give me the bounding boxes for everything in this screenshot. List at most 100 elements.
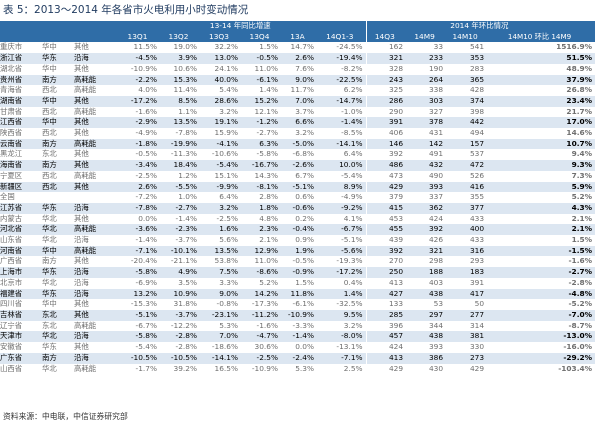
value-cell: -13.1%	[317, 342, 367, 353]
value-cell: 6.3%	[241, 138, 281, 150]
value-cell: 270	[365, 256, 407, 268]
province-cell: 全国	[0, 192, 42, 203]
value-cell: 5.9%	[487, 181, 595, 193]
value-cell: -4.7%	[241, 331, 281, 343]
value-cell: 133	[365, 299, 407, 310]
value-cell: 7.0%	[200, 331, 241, 343]
value-cell: 146	[365, 138, 407, 150]
value-cell: 50	[446, 299, 488, 310]
value-cell: 9.4%	[487, 149, 595, 161]
table-row: 广东省 南方 沿海 -10.5% -10.5% -14.1% -2.5% -2.4% -7.1%…	[0, 352, 595, 364]
province-cell: 黑龙江	[0, 149, 42, 161]
value-cell: 416	[446, 181, 488, 193]
value-cell: -8.6%	[241, 267, 281, 278]
value-cell: 290	[365, 106, 407, 118]
value-cell: -6.7%	[118, 320, 160, 332]
value-cell: 0.0%	[281, 342, 317, 353]
value-cell: 8.5%	[160, 95, 200, 107]
value-cell: 473	[365, 170, 407, 182]
column-header: 14Q1-3	[317, 31, 367, 43]
province-cell: 天津市	[0, 331, 42, 343]
value-cell: 243	[365, 74, 407, 86]
table-row: 天津市 华北 沿海 -5.8% -2.8% 7.0% -4.7% -1.4% -8.0% 457 4…	[0, 331, 595, 343]
value-cell: -8.7%	[487, 320, 595, 332]
value-cell: 14.2%	[241, 288, 281, 300]
value-cell: -2.7%	[160, 202, 200, 214]
value-cell: 442	[446, 117, 488, 129]
value-cell: -16.0%	[487, 342, 595, 353]
value-cell: 10.9%	[160, 288, 200, 300]
column-header	[0, 31, 42, 43]
value-cell: 2.5%	[317, 363, 367, 375]
value-cell: -13.0%	[487, 331, 595, 343]
group-header-mom: 2014 年环比情况	[365, 21, 595, 32]
value-cell: -0.5%	[241, 53, 281, 64]
value-cell: -6.8%	[281, 149, 317, 161]
value-cell: 424	[365, 342, 407, 353]
table-row: 甘肃省 西北 高耗能 -1.6% 1.1% 3.2% 12.1% 3.7% -1.0% 290 32…	[0, 106, 595, 118]
value-cell: 1.6%	[200, 224, 241, 236]
category-cell: 沿海	[74, 267, 118, 278]
province-cell: 江苏省	[0, 202, 42, 214]
value-cell: 428	[446, 85, 488, 96]
value-cell: -5.5%	[160, 181, 200, 193]
value-cell: 0.6%	[281, 192, 317, 203]
category-cell: 沿海	[74, 202, 118, 214]
value-cell: 3.5%	[160, 277, 200, 289]
region-cell: 南方	[42, 352, 74, 364]
value-cell: 28.6%	[200, 95, 241, 107]
value-cell: -1.2%	[241, 117, 281, 129]
value-cell: 23.4%	[487, 95, 595, 107]
region-cell: 华中	[42, 245, 74, 257]
value-cell: -2.3%	[160, 224, 200, 236]
value-cell: -5.8%	[118, 331, 160, 343]
value-cell: 10.0%	[317, 160, 367, 171]
category-cell: 高耗能	[74, 170, 118, 182]
value-cell: -3.3%	[281, 320, 317, 332]
value-cell: 3.9%	[160, 53, 200, 64]
category-cell: 高耗能	[74, 106, 118, 118]
value-cell: 11.7%	[281, 85, 317, 96]
value-cell: 392	[406, 224, 447, 236]
source-note: 资料来源：中电联，中信证券研究部	[3, 412, 128, 421]
value-cell: -4.8%	[487, 288, 595, 300]
value-cell: -5.2%	[487, 299, 595, 310]
value-cell: -0.5%	[118, 149, 160, 161]
column-header: 13Q1	[118, 31, 160, 43]
value-cell: 417	[446, 288, 488, 300]
value-cell: -6.1%	[241, 74, 281, 86]
category-cell: 其他	[74, 256, 118, 268]
category-cell: 其他	[74, 117, 118, 129]
value-cell: -22.5%	[317, 74, 367, 86]
value-cell: 7.3%	[487, 170, 595, 182]
column-header: 14M10	[446, 31, 488, 43]
region-cell	[42, 192, 74, 203]
value-cell: 321	[406, 245, 447, 257]
category-cell: 其他	[74, 309, 118, 321]
value-cell: -5.8%	[241, 149, 281, 161]
group-header-yoy: 13-14 年同比增速	[118, 21, 367, 32]
value-cell: 4.9%	[160, 267, 200, 278]
value-cell: 6.4%	[200, 192, 241, 203]
value-cell: -17.2%	[317, 267, 367, 278]
value-cell: -2.5%	[241, 352, 281, 364]
value-cell: 377	[446, 202, 488, 214]
value-cell: -2.6%	[281, 160, 317, 171]
column-header	[74, 31, 118, 43]
table-row: 重庆市 华中 其他 11.5% 19.0% 32.2% 1.5% 14.7% -24.5% 162…	[0, 42, 595, 54]
value-cell: -1.6%	[487, 256, 595, 268]
value-cell: 5.2%	[487, 192, 595, 203]
category-cell: 沿海	[74, 235, 118, 246]
value-cell: 429	[365, 363, 407, 375]
category-cell: 高耗能	[74, 224, 118, 236]
value-cell: 190	[406, 63, 447, 75]
value-cell: 400	[446, 224, 488, 236]
value-cell: -7.0%	[487, 309, 595, 321]
value-cell: 15.1%	[200, 170, 241, 182]
column-header: 13Q3	[200, 31, 241, 43]
value-cell: -5.0%	[281, 138, 317, 150]
value-cell: -5.4%	[317, 170, 367, 182]
value-cell: 337	[406, 192, 447, 203]
value-cell: 353	[446, 53, 488, 64]
value-cell: -7.1%	[317, 352, 367, 364]
